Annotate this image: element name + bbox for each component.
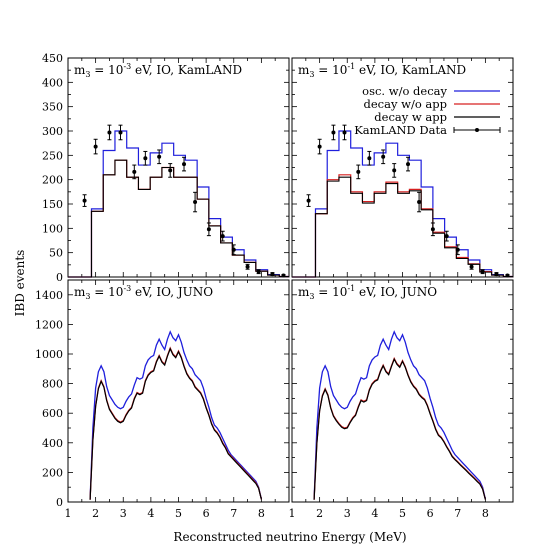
- x-tick-label: 3: [344, 507, 351, 520]
- data-point: [505, 273, 510, 278]
- data-point: [82, 198, 87, 203]
- data-point: [157, 154, 162, 159]
- data-point: [168, 168, 173, 173]
- curve-red: [89, 346, 263, 500]
- y-tick-label: 1200: [35, 318, 63, 331]
- data-point: [245, 264, 250, 269]
- y-tick-label: 150: [42, 198, 63, 211]
- curve-red: [313, 356, 487, 500]
- data-point: [455, 247, 460, 252]
- panel-title: m3 = 10-3 eV, IO, KamLAND: [74, 62, 242, 79]
- data-point: [93, 144, 98, 149]
- data-point: [231, 247, 236, 252]
- histogram-black: [68, 159, 289, 278]
- panel-1: 0 50 100 150 200 250 300 350 400 450 m3 = 10-3 eV,…: [42, 52, 290, 284]
- histogram-black: [292, 176, 513, 278]
- data-point: [430, 227, 435, 232]
- data-point: [494, 272, 499, 277]
- panel-4: 1 2 3 4 5 6 7 8 m3 = 10-1 eV, IO, JUNO: [289, 279, 514, 520]
- curve-black: [89, 347, 262, 500]
- curve-blue: [313, 330, 487, 500]
- y-tick-label: 400: [42, 437, 63, 450]
- x-tick-label: 8: [258, 507, 265, 520]
- plot-frame: [67, 279, 290, 503]
- data-point: [406, 162, 411, 167]
- panel-title: m3 = 10-1 eV, IO, KamLAND: [298, 62, 466, 79]
- histogram-blue: [68, 130, 289, 278]
- data-point: [281, 273, 286, 278]
- data-point: [417, 200, 422, 205]
- x-tick-label: 7: [454, 507, 461, 520]
- data-point: [444, 234, 449, 239]
- x-axis-label: Reconstructed neutrino Energy (MeV): [173, 530, 406, 544]
- y-tick-label: 800: [42, 378, 63, 391]
- y-axis-label: IBD events: [13, 250, 27, 317]
- x-tick-label: 3: [120, 507, 127, 520]
- data-point: [469, 264, 474, 269]
- data-point: [356, 169, 361, 174]
- y-tick-label: 250: [42, 149, 63, 162]
- data-point: [270, 272, 275, 277]
- data-point: [342, 130, 347, 135]
- data-point: [331, 130, 336, 135]
- y-tick-label: 1400: [35, 289, 63, 302]
- panel-3: 1 2 3 4 5 6 7 8 0 200 400 600 800 1000 1200 1400 m3 = 10…: [35, 279, 290, 520]
- data-point: [132, 169, 137, 174]
- x-tick-label: 2: [316, 507, 323, 520]
- x-tick-label: 6: [427, 507, 434, 520]
- y-tick-label: 600: [42, 407, 63, 420]
- data-point: [206, 227, 211, 232]
- y-tick-label: 50: [49, 247, 63, 260]
- plot-frame: [67, 57, 290, 278]
- data-point: [317, 144, 322, 149]
- curve-black: [313, 357, 486, 500]
- y-tick-label: 0: [56, 271, 63, 284]
- data-point: [381, 154, 386, 159]
- x-tick-label: 1: [65, 507, 72, 520]
- x-tick-label: 2: [92, 507, 99, 520]
- legend-swatch-point: [475, 128, 479, 132]
- y-tick-label: 350: [42, 101, 63, 114]
- y-tick-label: 0: [56, 496, 63, 509]
- x-tick-label: 6: [203, 507, 210, 520]
- x-tick-label: 4: [371, 507, 378, 520]
- y-tick-label: 200: [42, 174, 63, 187]
- data-point: [107, 130, 112, 135]
- y-tick-label: 450: [42, 52, 63, 65]
- data-point: [367, 156, 372, 161]
- data-point: [118, 130, 123, 135]
- x-tick-label: 5: [399, 507, 406, 520]
- data-point: [143, 156, 148, 161]
- data-point: [220, 234, 225, 239]
- x-tick-label: 7: [230, 507, 237, 520]
- y-tick-label: 200: [42, 466, 63, 479]
- histogram-blue: [292, 130, 513, 278]
- y-tick-label: 100: [42, 222, 63, 235]
- data-point: [480, 269, 485, 274]
- data-point: [256, 269, 261, 274]
- data-point: [392, 168, 397, 173]
- x-tick-label: 4: [147, 507, 154, 520]
- panel-title: m3 = 10-3 eV, IO, JUNO: [74, 284, 213, 301]
- panel-title: m3 = 10-1 eV, IO, JUNO: [298, 284, 437, 301]
- legend-label: decay w app: [374, 110, 447, 124]
- legend-label: decay w/o app: [364, 97, 448, 111]
- data-point: [306, 198, 311, 203]
- x-tick-label: 1: [289, 507, 296, 520]
- y-tick-label: 400: [42, 76, 63, 89]
- legend-label: KamLAND Data: [354, 123, 447, 137]
- x-tick-label: 8: [482, 507, 489, 520]
- x-tick-label: 5: [175, 507, 182, 520]
- legend-label: osc. w/o decay: [362, 84, 447, 98]
- y-tick-label: 1000: [35, 348, 63, 361]
- y-tick-label: 300: [42, 125, 63, 138]
- data-point: [182, 162, 187, 167]
- data-point: [193, 200, 198, 205]
- curve-blue: [89, 330, 263, 500]
